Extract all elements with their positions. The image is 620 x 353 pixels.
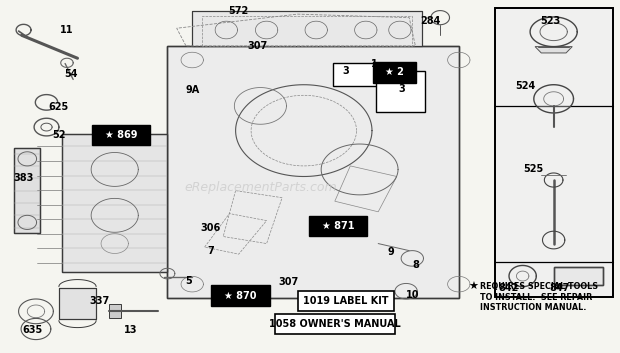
Text: INSTRUCTION MANUAL.: INSTRUCTION MANUAL.: [480, 303, 587, 312]
Text: 10: 10: [405, 291, 419, 300]
Text: 383: 383: [14, 173, 33, 183]
Text: 5: 5: [186, 276, 192, 286]
FancyBboxPatch shape: [309, 216, 367, 236]
Polygon shape: [59, 288, 96, 319]
Text: 572: 572: [229, 6, 249, 16]
Text: ★ 2: ★ 2: [385, 67, 404, 77]
Text: 3: 3: [343, 66, 349, 76]
Polygon shape: [554, 267, 603, 285]
FancyBboxPatch shape: [333, 63, 381, 86]
Text: ★ 870: ★ 870: [224, 291, 257, 300]
Text: 307: 307: [247, 41, 267, 51]
FancyBboxPatch shape: [275, 314, 395, 334]
FancyBboxPatch shape: [92, 125, 150, 145]
FancyBboxPatch shape: [211, 285, 270, 306]
Text: 635: 635: [22, 325, 42, 335]
Text: ★ 871: ★ 871: [322, 221, 354, 231]
Text: 8: 8: [412, 260, 419, 270]
Polygon shape: [62, 134, 167, 272]
Text: 1058 OWNER'S MANUAL: 1058 OWNER'S MANUAL: [269, 319, 401, 329]
Text: 525: 525: [523, 164, 543, 174]
Text: 1: 1: [371, 59, 378, 68]
Text: 1019 LABEL KIT: 1019 LABEL KIT: [303, 296, 389, 306]
Text: 306: 306: [201, 223, 221, 233]
Polygon shape: [108, 304, 121, 318]
Polygon shape: [535, 47, 572, 53]
Text: 52: 52: [52, 130, 66, 140]
Polygon shape: [14, 148, 40, 233]
Polygon shape: [167, 46, 459, 298]
FancyBboxPatch shape: [376, 71, 425, 112]
Polygon shape: [495, 8, 613, 297]
Text: REQUIRES SPECIAL TOOLS: REQUIRES SPECIAL TOOLS: [480, 282, 599, 291]
Text: eReplacementParts.com: eReplacementParts.com: [184, 181, 337, 193]
Polygon shape: [192, 11, 422, 46]
Text: 3: 3: [399, 84, 405, 94]
Text: ★: ★: [468, 282, 478, 292]
Text: 7: 7: [208, 246, 214, 256]
Text: 842: 842: [498, 283, 518, 293]
Text: 847: 847: [549, 283, 569, 293]
Text: 284: 284: [421, 16, 441, 26]
FancyBboxPatch shape: [373, 62, 416, 83]
Text: ★ 869: ★ 869: [105, 130, 137, 140]
Text: 9A: 9A: [185, 85, 199, 95]
Text: 337: 337: [89, 296, 109, 306]
Text: 307: 307: [278, 277, 298, 287]
Text: 11: 11: [60, 25, 74, 35]
Text: 524: 524: [516, 82, 536, 91]
Text: 625: 625: [49, 102, 69, 112]
Text: 54: 54: [64, 69, 78, 79]
Text: TO INSTALL.  SEE REPAIR: TO INSTALL. SEE REPAIR: [480, 293, 593, 302]
FancyBboxPatch shape: [298, 291, 394, 311]
Text: 9: 9: [388, 247, 394, 257]
Text: 523: 523: [541, 16, 560, 26]
Text: 13: 13: [123, 325, 137, 335]
